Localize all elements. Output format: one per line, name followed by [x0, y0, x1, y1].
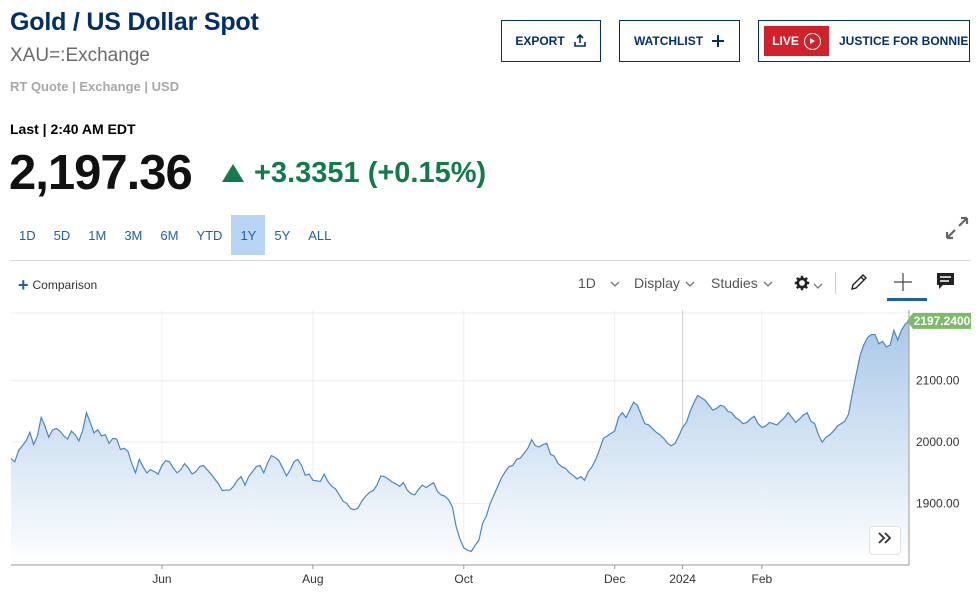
last-value-badge — [907, 312, 971, 329]
last-price: 2,197.36 — [9, 146, 193, 200]
x-tick-label: Oct — [454, 572, 473, 586]
toolbar-divider — [10, 260, 970, 261]
crosshair-icon[interactable] — [893, 272, 913, 292]
live-badge: LIVE — [764, 26, 829, 56]
x-tick-label: Dec — [604, 572, 625, 586]
crosshair-active-indicator — [887, 298, 927, 301]
x-tick-label: 2024 — [669, 572, 696, 586]
share-icon — [573, 34, 587, 48]
chevron-down-icon — [813, 277, 823, 293]
y-tick-label: 1900.00 — [916, 497, 960, 511]
range-tab-1d[interactable]: 1D — [19, 227, 36, 243]
price-chart[interactable]: Jun Aug Oct Dec 2024 Feb 1900.00 2000.00 2100.00… — [0, 300, 979, 609]
quote-info: RT Quote | Exchange | USD — [10, 79, 180, 94]
x-tick-label: Jun — [152, 572, 171, 586]
chevron-down-icon — [685, 275, 695, 291]
play-icon — [803, 32, 821, 50]
display-label: Display — [634, 275, 680, 291]
export-label: EXPORT — [515, 34, 565, 48]
scroll-to-latest-button[interactable] — [869, 526, 901, 555]
range-tab-3m[interactable]: 3M — [124, 227, 143, 243]
range-tab-5y[interactable]: 5Y — [274, 227, 291, 243]
range-tab-1m[interactable]: 1M — [88, 227, 107, 243]
interval-dropdown[interactable]: 1D — [578, 275, 620, 291]
watchlist-button[interactable]: WATCHLIST — [619, 20, 740, 62]
change-value: +3.3351 (+0.15%) — [254, 157, 487, 189]
last-time-label: Last | 2:40 AM EDT — [10, 121, 136, 137]
last-value-label: 2197.2400 — [914, 314, 971, 328]
page-title: Gold / US Dollar Spot — [10, 8, 259, 36]
chevron-down-icon — [763, 275, 773, 291]
y-tick-label: 2000.00 — [916, 435, 960, 449]
comparison-label: Comparison — [32, 278, 98, 292]
range-tab-ytd[interactable]: YTD — [196, 227, 223, 243]
x-tick-label: Feb — [752, 572, 773, 586]
last-value-tag: 2197.2400 — [907, 312, 971, 329]
gear-icon — [794, 275, 810, 294]
live-title: JUSTICE FOR BONNIE — [839, 34, 969, 48]
expand-icon[interactable] — [944, 215, 970, 241]
price-change: +3.3351 (+0.15%) — [222, 157, 486, 190]
export-button[interactable]: EXPORT — [501, 20, 601, 62]
settings-dropdown[interactable] — [794, 275, 823, 294]
plus-icon: + — [18, 275, 29, 295]
watchlist-label: WATCHLIST — [633, 34, 704, 48]
pencil-icon[interactable] — [849, 272, 869, 292]
range-tab-1y[interactable]: 1Y — [231, 215, 266, 255]
comment-icon[interactable] — [936, 272, 955, 290]
range-tab-5d[interactable]: 5D — [53, 227, 71, 243]
comparison-button[interactable]: + Comparison — [18, 275, 98, 295]
series-line — [10, 320, 910, 553]
range-tab-all[interactable]: ALL — [308, 227, 332, 243]
range-tab-6m[interactable]: 6M — [160, 227, 179, 243]
chevron-down-icon — [610, 275, 620, 291]
double-chevron-right-icon — [877, 531, 893, 550]
toolbar-separator — [835, 272, 836, 294]
range-selector: 1D 5D 1M 3M 6M YTD 1Y 5Y ALL — [10, 215, 340, 255]
series-area — [11, 320, 909, 565]
y-tick-label: 2100.00 — [916, 374, 960, 388]
x-tick-label: Aug — [302, 572, 323, 586]
up-arrow-icon — [222, 163, 244, 182]
display-dropdown[interactable]: Display — [634, 275, 695, 291]
interval-label: 1D — [578, 275, 596, 291]
studies-label: Studies — [711, 275, 758, 291]
live-button[interactable]: LIVE JUSTICE FOR BONNIE — [758, 20, 970, 62]
symbol-label: XAU=:Exchange — [10, 45, 150, 66]
plus-icon — [711, 34, 725, 48]
live-badge-label: LIVE — [772, 34, 799, 48]
studies-dropdown[interactable]: Studies — [711, 275, 773, 291]
